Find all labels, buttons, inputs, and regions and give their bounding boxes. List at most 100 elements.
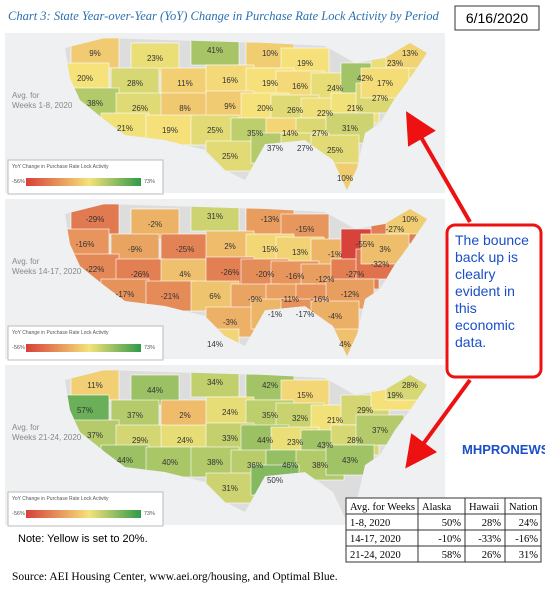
legend-box (7, 159, 164, 195)
state-label: -17% (296, 310, 315, 319)
state-label: 44% (147, 386, 163, 395)
state-label: -20% (256, 270, 275, 279)
state-label: -22% (86, 265, 105, 274)
legend-max: 73% (144, 179, 155, 185)
state-label: -11% (281, 295, 299, 304)
state-label: 22% (317, 109, 333, 118)
state-label: -12% (316, 275, 335, 284)
state-label: 31% (342, 124, 358, 133)
state-label: 25% (327, 146, 343, 155)
cell: 31% (519, 550, 539, 561)
state-label: 23% (387, 59, 403, 68)
state-label: 27% (372, 94, 388, 103)
state-label: -1% (268, 310, 282, 319)
state-label: 28% (402, 381, 418, 390)
state-label: 41% (207, 46, 223, 55)
state-label: 27% (312, 129, 328, 138)
state-label: 9% (89, 49, 101, 58)
state-label: 4% (179, 270, 191, 279)
state-label: 24% (222, 408, 238, 417)
state-label: -2% (148, 220, 162, 229)
state-label: 25% (207, 126, 223, 135)
logo: MHPRONEWS (462, 442, 545, 457)
state-label: 26% (132, 104, 148, 113)
legend-bar (26, 510, 141, 518)
state-label: 43% (317, 441, 333, 450)
state-label: 25% (222, 152, 238, 161)
state-label: -1% (328, 250, 342, 259)
note: Note: Yellow is set to 20%. (18, 533, 148, 545)
state (190, 370, 240, 398)
state-label: 57% (77, 406, 93, 415)
state-label: 42% (262, 381, 278, 390)
cell: 26% (482, 550, 502, 561)
state-label: 16% (292, 82, 308, 91)
legend-box (7, 325, 164, 361)
legend-bar (26, 344, 141, 352)
cell: 58% (442, 550, 462, 561)
cell: -10% (438, 534, 461, 545)
state-label: 38% (207, 458, 223, 467)
state-label: -21% (161, 292, 180, 301)
state (190, 38, 240, 66)
state-label: 19% (297, 59, 313, 68)
arrow (406, 111, 472, 223)
state-label: 20% (77, 74, 93, 83)
cell: Nation (509, 502, 538, 513)
state-label: 13% (402, 49, 418, 58)
state-label: -29% (86, 215, 105, 224)
state-label: -55% (356, 240, 375, 249)
callout: The bounce back up is clealry evident in… (455, 232, 529, 350)
state-label: -32% (371, 260, 390, 269)
cell: Hawaii (469, 502, 499, 513)
state-label: 40% (162, 458, 178, 467)
state-label: 11% (87, 381, 102, 390)
state-label: -16% (286, 272, 305, 281)
state-label: -12% (341, 290, 360, 299)
period-label: Avg. for Weeks 21-24, 2020 (12, 423, 82, 442)
cell: 1-8, 2020 (350, 518, 390, 529)
callout-box (445, 223, 543, 379)
state-label: 26% (287, 106, 303, 115)
cell: 14-17, 2020 (350, 534, 401, 545)
state-label: 4% (339, 340, 351, 349)
cell: -33% (478, 534, 501, 545)
legend-min: -56% (12, 179, 25, 185)
state-label: 2% (224, 242, 236, 251)
source: Source: AEI Housing Center, www.aei.org/… (12, 571, 338, 583)
state-label: 38% (87, 99, 103, 108)
state-label: 10% (262, 49, 278, 58)
state-label: 38% (312, 461, 328, 470)
arrow (405, 378, 472, 469)
state-label: 24% (327, 84, 343, 93)
state-label: 21% (117, 124, 133, 133)
state-label: 37% (372, 426, 388, 435)
state-label: 34% (207, 378, 223, 387)
state-label: 28% (127, 79, 143, 88)
legend-title: YoY Change in Purchase Rate Lock Activit… (12, 164, 109, 170)
cell: Alaska (422, 502, 451, 513)
state-label: -16% (76, 240, 95, 249)
state-label: 23% (287, 438, 303, 447)
state-label: 21% (327, 416, 343, 425)
state-label: -27% (346, 270, 365, 279)
legend-title: YoY Change in Purchase Rate Lock Activit… (12, 496, 109, 502)
state-label: 36% (247, 461, 263, 470)
state-label: 44% (257, 436, 273, 445)
state-label: 29% (357, 406, 373, 415)
state-label: -4% (328, 312, 342, 321)
title: Chart 3: State Year-over-Year (YoY) Chan… (8, 9, 439, 23)
cell: 28% (482, 518, 502, 529)
state-label: 21% (347, 104, 363, 113)
state-label: -26% (131, 270, 150, 279)
state-label: 44% (117, 456, 133, 465)
state-label: 31% (222, 484, 238, 493)
state-label: 8% (179, 104, 191, 113)
legend-title: YoY Change in Purchase Rate Lock Activit… (12, 330, 109, 336)
state-label: 37% (267, 144, 283, 153)
state-label: 16% (222, 76, 238, 85)
state-label: -17% (116, 290, 135, 299)
state-label: 6% (209, 292, 221, 301)
cell: 24% (519, 518, 539, 529)
